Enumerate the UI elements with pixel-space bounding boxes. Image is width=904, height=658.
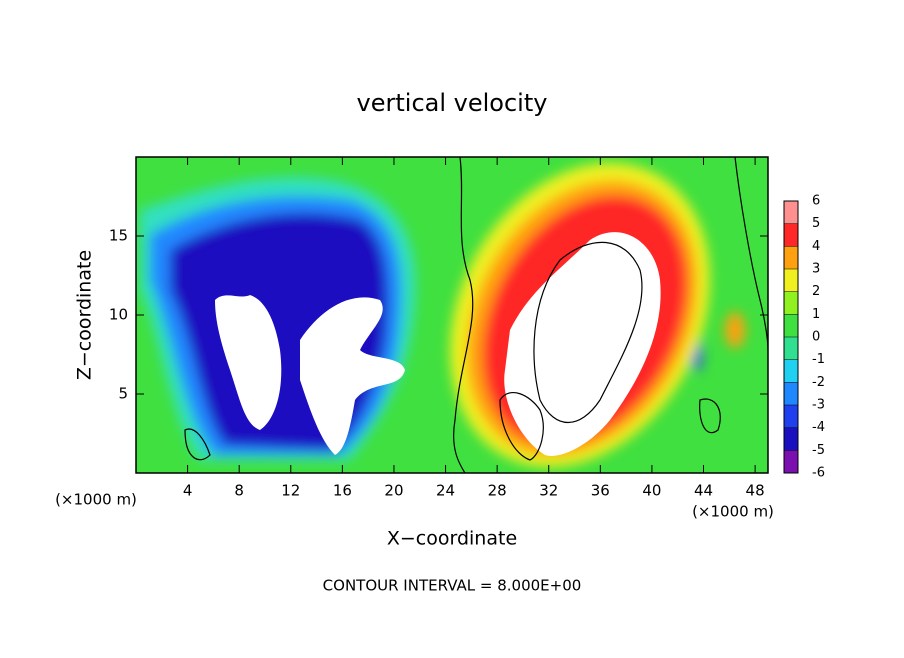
x-tick-label: 36 [591, 482, 610, 500]
x-tick-label: 20 [384, 482, 403, 500]
chart-title: vertical velocity [357, 89, 548, 117]
colorbar-bin [784, 291, 798, 315]
colorbar-tick-label: -1 [812, 352, 825, 367]
colorbar-tick-label: 1 [812, 307, 820, 322]
colorbar-tick-label: -2 [812, 375, 825, 390]
colorbar-tick-label: 4 [812, 239, 820, 254]
colorbar-bin [784, 337, 798, 360]
x-axis-label: X−coordinate [387, 528, 517, 550]
white-region [215, 295, 282, 430]
colorbar-tick-label: 2 [812, 284, 820, 299]
x-tick-label: 4 [183, 482, 193, 500]
colorbar-bin [784, 223, 798, 247]
y-axis-label: Z−coordinate [74, 250, 96, 380]
x-tick-label: 32 [539, 482, 558, 500]
colorbar-bin [784, 427, 798, 451]
white-region [504, 232, 661, 456]
x-tick-label: 44 [694, 482, 713, 500]
colorbar-bin [784, 269, 798, 292]
colorbar-bin [784, 314, 798, 337]
colorbar-bin [784, 246, 798, 269]
x-tick-label: 24 [436, 482, 455, 500]
x-unit-label: (×1000 m) [55, 491, 137, 509]
colorbar-tick-label: 5 [812, 216, 820, 231]
field [136, 157, 768, 473]
colorbar-tick-label: -5 [812, 443, 825, 458]
colorbar-tick-label: -3 [812, 398, 825, 413]
colorbar-tick-label: -6 [812, 466, 825, 481]
colorbar-bin [784, 201, 798, 224]
x-tick-label: 12 [281, 482, 300, 500]
y-tick-label: 15 [109, 227, 128, 245]
colorbar-tick-label: 6 [812, 194, 820, 209]
x-tick-label: 48 [746, 482, 765, 500]
colorbar-bin [784, 359, 798, 383]
x-tick-label: 8 [234, 482, 244, 500]
y-tick-label: 5 [118, 385, 128, 403]
x-tick-label: 16 [333, 482, 352, 500]
colorbar-bin [784, 382, 798, 405]
colorbar-tick-label: -4 [812, 420, 825, 435]
colorbar-bin [784, 405, 798, 428]
colorbar-tick-label: 3 [812, 262, 820, 277]
x-tick-label: 40 [642, 482, 661, 500]
x-unit-label: (×1000 m) [692, 503, 774, 521]
contour-lines [184, 157, 768, 473]
white-region [300, 297, 405, 455]
colorbar-tick-label: 0 [812, 330, 820, 345]
x-tick-label: 28 [488, 482, 507, 500]
contour-note: CONTOUR INTERVAL = 8.000E+00 [323, 577, 582, 595]
colorbar-bin [784, 450, 798, 473]
y-tick-label: 10 [109, 306, 128, 324]
